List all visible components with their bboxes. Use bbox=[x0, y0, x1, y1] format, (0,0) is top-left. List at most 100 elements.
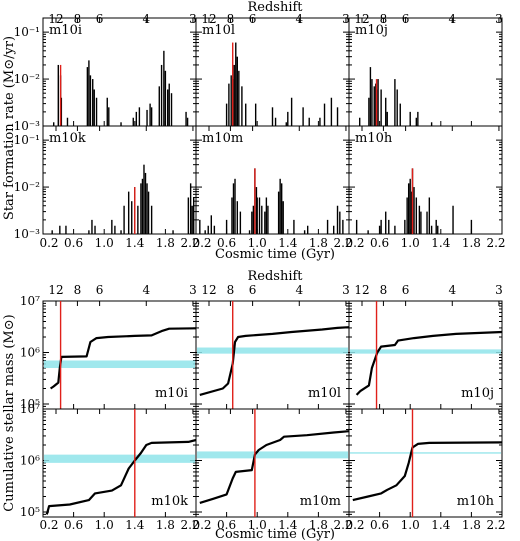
mass-x-tick-label: 1.4 bbox=[431, 518, 450, 532]
mass-x-tick-label: 0.2 bbox=[345, 518, 364, 532]
bottom-redshift-title: Redshift bbox=[247, 269, 303, 284]
sfr-y-tick-label: 10⁻³ bbox=[14, 227, 41, 241]
sfr-x-tick-label: 1.0 bbox=[95, 236, 114, 250]
mass-x-tick-label: 2.2 bbox=[180, 518, 199, 532]
mass-z-tick-label: 6 bbox=[96, 283, 104, 297]
sfr-z-tick-label: 6 bbox=[249, 12, 257, 26]
sfr-x-tick-label: 2.2 bbox=[180, 236, 199, 250]
mass-x-tick-label: 2.2 bbox=[333, 518, 352, 532]
sfr-x-tick-label: 1.0 bbox=[248, 236, 267, 250]
sfr-z-tick-label: 8 bbox=[227, 12, 235, 26]
mass-x-tick-label: 1.0 bbox=[401, 518, 420, 532]
mass-x-tick-label: 1.4 bbox=[278, 518, 297, 532]
panel-label: m10k bbox=[151, 494, 188, 509]
sfr-y-tick-label: 10⁻³ bbox=[14, 119, 41, 133]
sfr-x-tick-label: 1.8 bbox=[462, 236, 481, 250]
panels-layer: m10i m10l m10j m10k m10m m10h m10i m10l m10j m10k… bbox=[14, 12, 506, 532]
mass-x-tick-label: 0.2 bbox=[39, 518, 58, 532]
sfr-y-tick-label: 10⁻¹ bbox=[14, 25, 40, 39]
sfr-z-tick-label: 12 bbox=[48, 12, 63, 26]
sfr-x-tick-label: 0.6 bbox=[370, 236, 389, 250]
panel-label: m10m bbox=[300, 494, 341, 509]
mass-z-tick-label: 4 bbox=[448, 283, 456, 297]
sfr-panel-frame bbox=[348, 125, 503, 235]
sfr-x-tick-label: 1.4 bbox=[278, 236, 297, 250]
sfr-z-tick-label: 8 bbox=[74, 12, 82, 26]
sfr-z-tick-label: 4 bbox=[142, 12, 150, 26]
mass-curve bbox=[199, 430, 350, 504]
mass-x-tick-label: 0.2 bbox=[192, 518, 211, 532]
mass-band bbox=[44, 454, 195, 463]
top-xaxis-title: Cosmic time (Gyr) bbox=[215, 247, 335, 262]
mass-z-tick-label: 12 bbox=[201, 283, 216, 297]
panel-label: m10i bbox=[155, 386, 188, 401]
mass-z-tick-label: 3 bbox=[342, 283, 350, 297]
mass-z-tick-label: 4 bbox=[142, 283, 150, 297]
mass-x-tick-label: 0.6 bbox=[370, 518, 389, 532]
mass-z-tick-label: 6 bbox=[249, 283, 257, 297]
mass-curve bbox=[352, 441, 503, 502]
sfr-x-tick-label: 0.6 bbox=[217, 236, 236, 250]
mass-band bbox=[44, 360, 195, 369]
mass-z-tick-label: 12 bbox=[48, 283, 63, 297]
sfr-z-tick-label: 4 bbox=[295, 12, 303, 26]
sfr-z-tick-label: 3 bbox=[189, 12, 197, 26]
mass-curve bbox=[49, 327, 197, 390]
panel-label: m10l bbox=[308, 386, 341, 401]
panel-label: m10h bbox=[457, 494, 495, 509]
sfr-x-tick-label: 1.0 bbox=[401, 236, 420, 250]
mass-z-tick-label: 6 bbox=[402, 283, 410, 297]
mass-x-tick-label: 0.6 bbox=[217, 518, 236, 532]
sfr-y-tick-label: 10⁻¹ bbox=[14, 133, 40, 147]
mass-band bbox=[350, 349, 501, 354]
sfr-x-tick-label: 2.2 bbox=[333, 236, 352, 250]
sfr-z-tick-label: 4 bbox=[448, 12, 456, 26]
mass-curve bbox=[355, 330, 503, 396]
sfr-z-tick-label: 6 bbox=[96, 12, 104, 26]
mass-z-tick-label: 8 bbox=[380, 283, 388, 297]
sfr-x-tick-label: 1.4 bbox=[125, 236, 144, 250]
sfr-z-tick-label: 3 bbox=[342, 12, 350, 26]
mass-z-tick-label: 8 bbox=[74, 283, 82, 297]
sfr-x-tick-label: 0.6 bbox=[64, 236, 83, 250]
panel-label: m10j bbox=[461, 386, 494, 401]
sfr-y-tick-label: 10⁻² bbox=[14, 72, 41, 86]
top-yaxis-title: Star formation rate (M⊙/yr) bbox=[2, 36, 17, 220]
mass-x-tick-label: 0.6 bbox=[64, 518, 83, 532]
sfr-y-tick-label: 10⁻² bbox=[14, 180, 41, 194]
panel-label: m10m bbox=[202, 131, 243, 146]
mass-x-tick-label: 1.4 bbox=[125, 518, 144, 532]
mass-z-tick-label: 4 bbox=[295, 283, 303, 297]
mass-x-tick-label: 1.8 bbox=[309, 518, 328, 532]
mass-z-tick-label: 3 bbox=[495, 283, 503, 297]
mass-y-tick-label: 10⁵ bbox=[20, 397, 40, 411]
mass-y-tick-label: 10⁵ bbox=[20, 505, 40, 519]
mass-x-tick-label: 1.0 bbox=[248, 518, 267, 532]
mass-curve bbox=[199, 326, 350, 396]
mass-z-tick-label: 3 bbox=[189, 283, 197, 297]
sfr-x-tick-label: 1.8 bbox=[156, 236, 175, 250]
mass-y-tick-label: 10⁶ bbox=[20, 346, 40, 360]
mass-y-tick-label: 10⁷ bbox=[20, 294, 40, 308]
panel-label: m10h bbox=[355, 131, 393, 146]
sfr-z-tick-label: 12 bbox=[354, 12, 369, 26]
sfr-x-tick-label: 0.2 bbox=[345, 236, 364, 250]
sfr-z-tick-label: 12 bbox=[201, 12, 216, 26]
bottom-yaxis-title: Cumulative stellar mass (M⊙) bbox=[2, 314, 17, 511]
sfr-z-tick-label: 3 bbox=[495, 12, 503, 26]
top-redshift-title: Redshift bbox=[247, 0, 303, 15]
mass-x-tick-label: 1.0 bbox=[95, 518, 114, 532]
sfr-z-tick-label: 8 bbox=[380, 12, 388, 26]
panel-label: m10i bbox=[49, 23, 82, 38]
mass-z-tick-label: 8 bbox=[227, 283, 235, 297]
mass-band bbox=[197, 451, 348, 459]
mass-band bbox=[350, 452, 501, 454]
mass-y-tick-label: 10⁶ bbox=[20, 454, 40, 468]
panel-label: m10l bbox=[202, 23, 235, 38]
sfr-x-tick-label: 0.2 bbox=[39, 236, 58, 250]
panel-label: m10k bbox=[49, 131, 86, 146]
mass-curve bbox=[45, 438, 197, 515]
mass-x-tick-label: 1.8 bbox=[462, 518, 481, 532]
mass-x-tick-label: 2.2 bbox=[486, 518, 505, 532]
